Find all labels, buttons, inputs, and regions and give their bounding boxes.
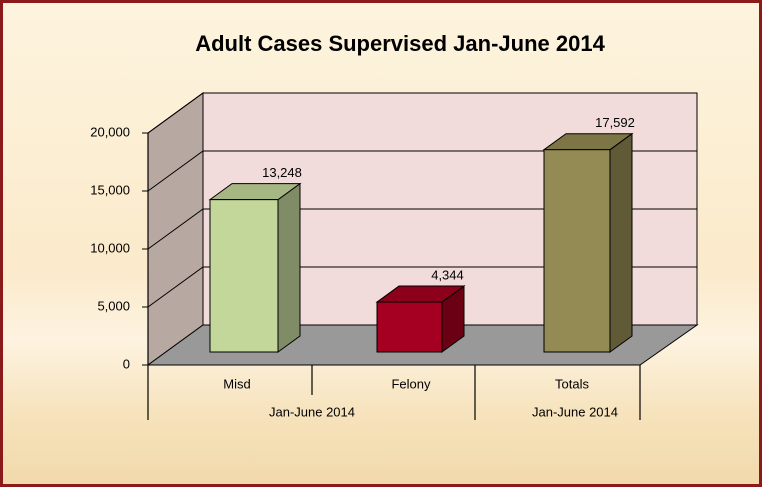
x-tick-label: Felony [391,376,431,391]
bar-side [277,182,301,353]
bar-side [609,132,633,353]
bar-front [376,301,443,353]
bar-front [543,149,611,353]
grid-line [147,208,697,250]
y-tick-label: 20,000 [90,124,130,139]
axis-lines [147,133,641,420]
bar [208,182,302,353]
grid [147,92,697,308]
bar [375,285,466,353]
grid-line [147,266,697,308]
x-tick-label: Totals [555,376,589,391]
group-label: Jan-June 2014 [532,404,618,419]
data-label: 4,344 [431,267,464,282]
group-label: Jan-June 2014 [269,404,355,419]
y-tick-label: 0 [123,356,130,371]
data-label: 13,248 [262,165,302,180]
grid-line [147,150,697,192]
grid-line [147,92,697,134]
chart-title: Adult Cases Supervised Jan-June 2014 [195,31,605,56]
data-label: 17,592 [595,115,635,130]
y-tick-label: 15,000 [90,182,130,197]
bar-front [209,199,279,353]
y-tick-label: 10,000 [90,240,130,255]
x-tick-label: Misd [223,376,250,391]
bar [542,132,634,353]
y-tick-label: 5,000 [97,298,130,313]
bars [208,132,634,353]
